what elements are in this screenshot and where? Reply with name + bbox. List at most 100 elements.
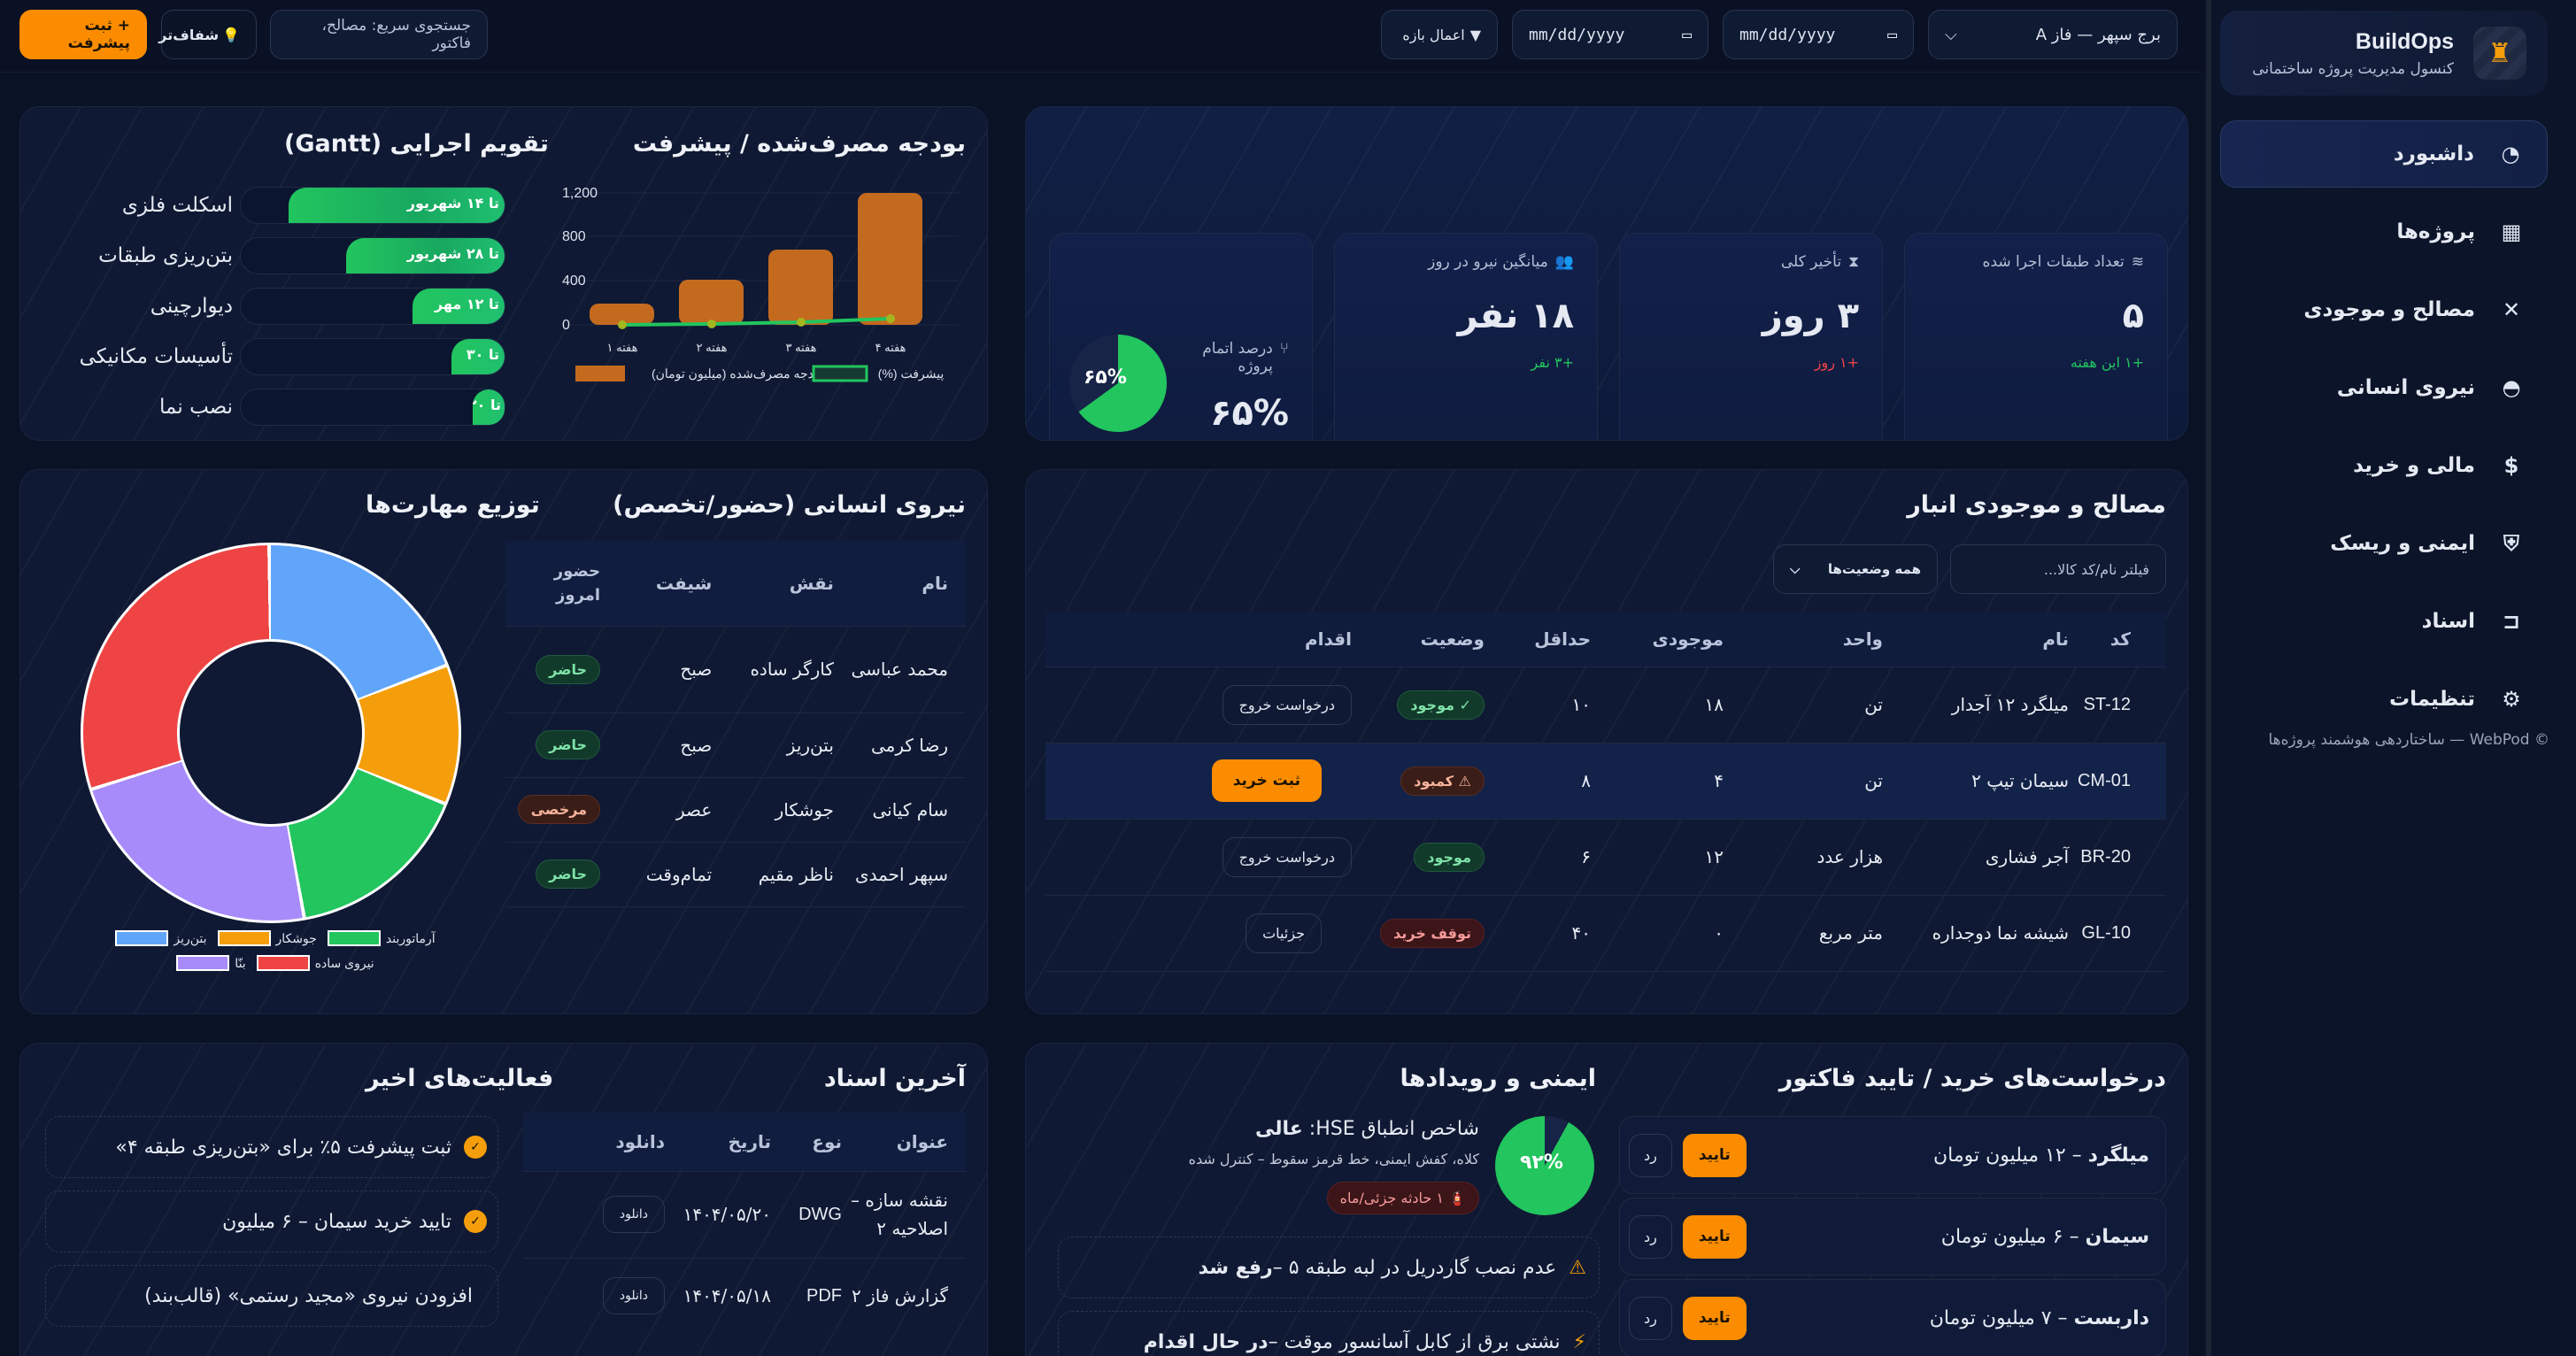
gantt-bar[interactable]: تا ۳۰ (451, 338, 505, 374)
approve-button[interactable]: تایید (1682, 1214, 1747, 1259)
sidebar-item-label: ایمنی و ریسک (2330, 532, 2475, 555)
skills-title: توزیع مهارت‌ها (366, 491, 540, 519)
hse-pie: ۹۲% (1495, 1116, 1594, 1215)
brand-subtitle: کنسول مدیریت پروژه ساختمانی (2252, 59, 2454, 78)
sidebar-item-finance[interactable]: $ مالی و خرید (2220, 432, 2548, 499)
sidebar-item-projects[interactable]: ▦ پروژه‌ها (2220, 198, 2548, 266)
safety-event-text: عدم نصب گاردریل در لبه طبقه ۵ – (1272, 1256, 1557, 1279)
download-button[interactable]: دانلود (602, 1277, 665, 1315)
topbar: برج سپهر — فاز A ⌵ mm/dd/yyyy ▭ mm/dd/yy… (0, 0, 2204, 73)
tools-icon: ✕ (2502, 297, 2521, 322)
kpi-label: درصد اتمام پروژه (1202, 340, 1273, 375)
lightbulb-icon: 💡 (222, 26, 240, 43)
cell-date: ۱۴۰۴/۰۵/۱۸ (683, 1285, 771, 1307)
activity-item: افزودن نیروی «مجید رستمی» (قالب‌بند) (45, 1265, 498, 1327)
invoice-dollar-icon: $ (2503, 453, 2519, 478)
budget-gantt-panel: بودجه مصرف‌شده / پیشرفت 1,200 800 400 0 … (19, 106, 988, 441)
legend-label: بنّا (235, 955, 246, 970)
gantt-bar[interactable]: تا ۲۰ ۱ (473, 389, 505, 425)
cell-stock: ۱۸ (1704, 694, 1724, 715)
activities-title: فعالیت‌های اخیر (366, 1065, 554, 1092)
brand-title: BuildOps (2355, 28, 2454, 54)
cell-type: PDF (806, 1285, 842, 1306)
purchases-title: درخواست‌های خرید / تایید فاکتور (1778, 1065, 2166, 1092)
cell-role: جوشکار (775, 798, 834, 821)
hse-description: کلاه، کفش ایمنی، خط قرمز سقوط – کنترل شد… (1188, 1151, 1479, 1167)
date-to-input[interactable]: mm/dd/yyyy ▭ (1512, 10, 1708, 59)
legend-label: آرماتوربند (385, 930, 436, 945)
table-row: گزارش فاز ۲ PDF ۱۴۰۴/۰۵/۱۸ دانلود (523, 1258, 966, 1334)
cell-min: ۴۰ (1571, 922, 1591, 944)
workforce-table: نام نقش شیفت حضور امروز محمد عباسی کارگر… (505, 541, 966, 907)
cell-code: BR-20 (2080, 846, 2131, 867)
hse-label: شاخص انطباق HSE: (1302, 1118, 1479, 1140)
cell-date: ۱۴۰۴/۰۵/۲۰ (683, 1204, 771, 1225)
gantt-bar[interactable]: تا ۱۲ مهر (412, 288, 505, 324)
activity-text: تایید خرید سیمان – ۶ میلیون (222, 1210, 451, 1233)
cell-min: ۶ (1581, 846, 1591, 867)
gantt-row: تا ۱۴ شهریور اسکلت فلزی (45, 180, 505, 230)
cell-name: سام کیانی (872, 798, 948, 821)
tower-logo-icon: ♜ (2473, 27, 2526, 80)
cell-shift: صبح (680, 734, 713, 756)
kpi-value: ۳ روز (1762, 296, 1859, 336)
sidebar-item-label: نیروی انسانی (2336, 376, 2475, 399)
details-button[interactable]: جزئیات (1246, 913, 1322, 953)
gantt-bar[interactable]: تا ۱۴ شهریور (288, 187, 505, 223)
activity-text: افزودن نیروی «مجید رستمی» (قالب‌بند) (144, 1284, 473, 1307)
approve-button[interactable]: تایید (1682, 1296, 1747, 1340)
sidebar-nav: ◔ داشبورد ▦ پروژه‌ها ✕ مصالح و موجودی ◓ نیرو… (2220, 120, 2548, 743)
activity-text: ثبت پیشرفت ۵٪ برای «بتن‌ریزی طبقه ۴» (115, 1136, 451, 1159)
apply-range-button[interactable]: ▼ اعمال بازه (1381, 10, 1498, 59)
inventory-filter-input[interactable]: فیلتر نام/کد کالا... (1950, 544, 2166, 594)
legend-progress-label: پیشرفت (%) (878, 366, 945, 381)
calendar-icon: ▭ (1887, 25, 1897, 44)
reject-button[interactable]: رد (1629, 1133, 1672, 1177)
date-to-placeholder: mm/dd/yyyy (1529, 25, 1625, 44)
copyright: © WebPod — ساختاردهی هوشمند پروژه‌ها (2268, 731, 2549, 749)
status-badge: موجود (1414, 842, 1485, 872)
sidebar-item-dashboard[interactable]: ◔ داشبورد (2220, 120, 2548, 188)
purchase-item: داربست – ۷ میلیون تومان تایید رد (1619, 1279, 2166, 1356)
cell-code: GL-10 (2081, 922, 2131, 943)
legend-label: نیروی ساده (314, 955, 374, 970)
download-button[interactable]: دانلود (602, 1196, 665, 1233)
sidebar-item-materials[interactable]: ✕ مصالح و موجودی (2220, 276, 2548, 343)
transparency-button[interactable]: 💡 شفاف‌تر (158, 10, 257, 59)
safety-title: ایمنی و رویدادها (1400, 1065, 1596, 1092)
progress-line (621, 317, 891, 327)
users-icon: 👥 (1554, 253, 1574, 271)
reject-button[interactable]: رد (1629, 1296, 1672, 1340)
quick-search-input[interactable]: جستجوی سریع: مصالح، فاکتور (270, 10, 488, 59)
sidebar-item-settings[interactable]: ⚙ تنظیمات (2220, 666, 2548, 733)
cell-shift: صبح (680, 659, 713, 680)
register-purchase-button[interactable]: ثبت خرید (1211, 759, 1322, 802)
legend-label: جوشکار (275, 930, 317, 945)
sidebar-item-safety[interactable]: ⛨ ایمنی و ریسک (2220, 510, 2548, 577)
project-select[interactable]: برج سپهر — فاز A ⌵ (1928, 10, 2178, 59)
purchase-item-amount: – ۷ میلیون تومان (1929, 1306, 2074, 1329)
bar-week-3 (768, 250, 833, 325)
sidebar-item-documents[interactable]: ⊏ اسناد (2220, 588, 2548, 655)
date-from-input[interactable]: mm/dd/yyyy ▭ (1723, 10, 1914, 59)
cell-role: ناظر مقیم (758, 863, 834, 885)
hse-value: عالی (1254, 1118, 1303, 1140)
approve-button[interactable]: تایید (1682, 1133, 1747, 1177)
gantt-task-label: تأسیسات مکانیکی (79, 344, 233, 368)
y-tick: 0 (562, 318, 570, 333)
col-stock: موجودی (1652, 628, 1724, 650)
reject-button[interactable]: رد (1629, 1214, 1672, 1259)
helmet-icon: ◓ (2502, 375, 2521, 400)
gantt-bar[interactable]: تا ۲۸ شهریور (346, 237, 505, 274)
add-progress-button[interactable]: + ثبت پیشرفت (19, 10, 147, 59)
request-exit-button[interactable]: درخواست خروج (1222, 684, 1352, 725)
inventory-status-select[interactable]: همه وضعیت‌ها ⌵ (1773, 544, 1938, 594)
legend-budget-label: بودجه مصرف‌شده (میلیون تومان) (652, 366, 823, 381)
gauge-icon: ◔ (2501, 142, 2520, 166)
documents-title: آخرین اسناد (823, 1065, 966, 1092)
sidebar-item-workforce[interactable]: ◓ نیروی انسانی (2220, 354, 2548, 421)
table-row: ST-12 میلگرد ۱۲ آجدار تن ۱۸ ۱۰ ✓ موجود د… (1045, 666, 2166, 743)
cell-role: بتن‌ریز (786, 734, 834, 756)
inventory-filter-placeholder: فیلتر نام/کد کالا... (2043, 560, 2149, 578)
request-exit-button[interactable]: درخواست خروج (1222, 836, 1352, 877)
